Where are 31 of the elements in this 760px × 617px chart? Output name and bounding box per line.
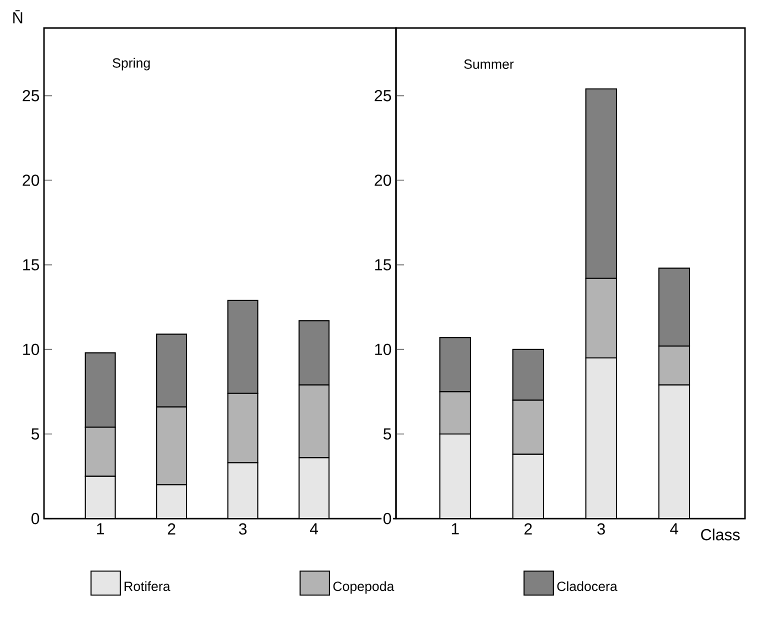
y-tick-label: 0 xyxy=(31,512,40,524)
bar xyxy=(156,484,188,519)
x-tick-label: 2 xyxy=(168,523,176,534)
y-tick-label: 25 xyxy=(22,90,40,102)
x-tick-label: 3 xyxy=(238,523,247,535)
y-tick-label: 5 xyxy=(383,428,392,440)
y-tick-label: 10 xyxy=(375,344,392,356)
bar xyxy=(227,462,258,519)
x-tick-label: 1 xyxy=(452,523,459,534)
legend-label: Cladocera xyxy=(557,581,618,592)
y-tick-label: 5 xyxy=(31,428,40,440)
y-tick-label: 15 xyxy=(375,259,392,270)
y-axis-title: N̄ xyxy=(13,10,22,24)
y-tick-label: 0 xyxy=(383,512,392,524)
y-tick-label: 25 xyxy=(374,90,392,102)
y-tick-label: 10 xyxy=(23,344,40,356)
y-tick-label: 15 xyxy=(23,259,40,270)
x-tick-label: 1 xyxy=(97,523,104,534)
text: Spring xyxy=(112,58,150,70)
text: Summer xyxy=(464,59,514,69)
y-tick-label: 20 xyxy=(22,174,40,186)
x-axis-title: Class xyxy=(701,528,740,540)
x-tick-label: 3 xyxy=(597,523,605,535)
x-tick-label: 4 xyxy=(310,523,318,534)
y-tick-label: 20 xyxy=(374,174,392,186)
x-tick-label: 4 xyxy=(670,523,678,534)
x-tick-label: 2 xyxy=(524,523,532,534)
bar xyxy=(298,457,330,519)
legend-label: Copepoda xyxy=(333,581,394,594)
legend-label: Rotifera xyxy=(124,581,170,592)
bar xyxy=(84,476,116,519)
